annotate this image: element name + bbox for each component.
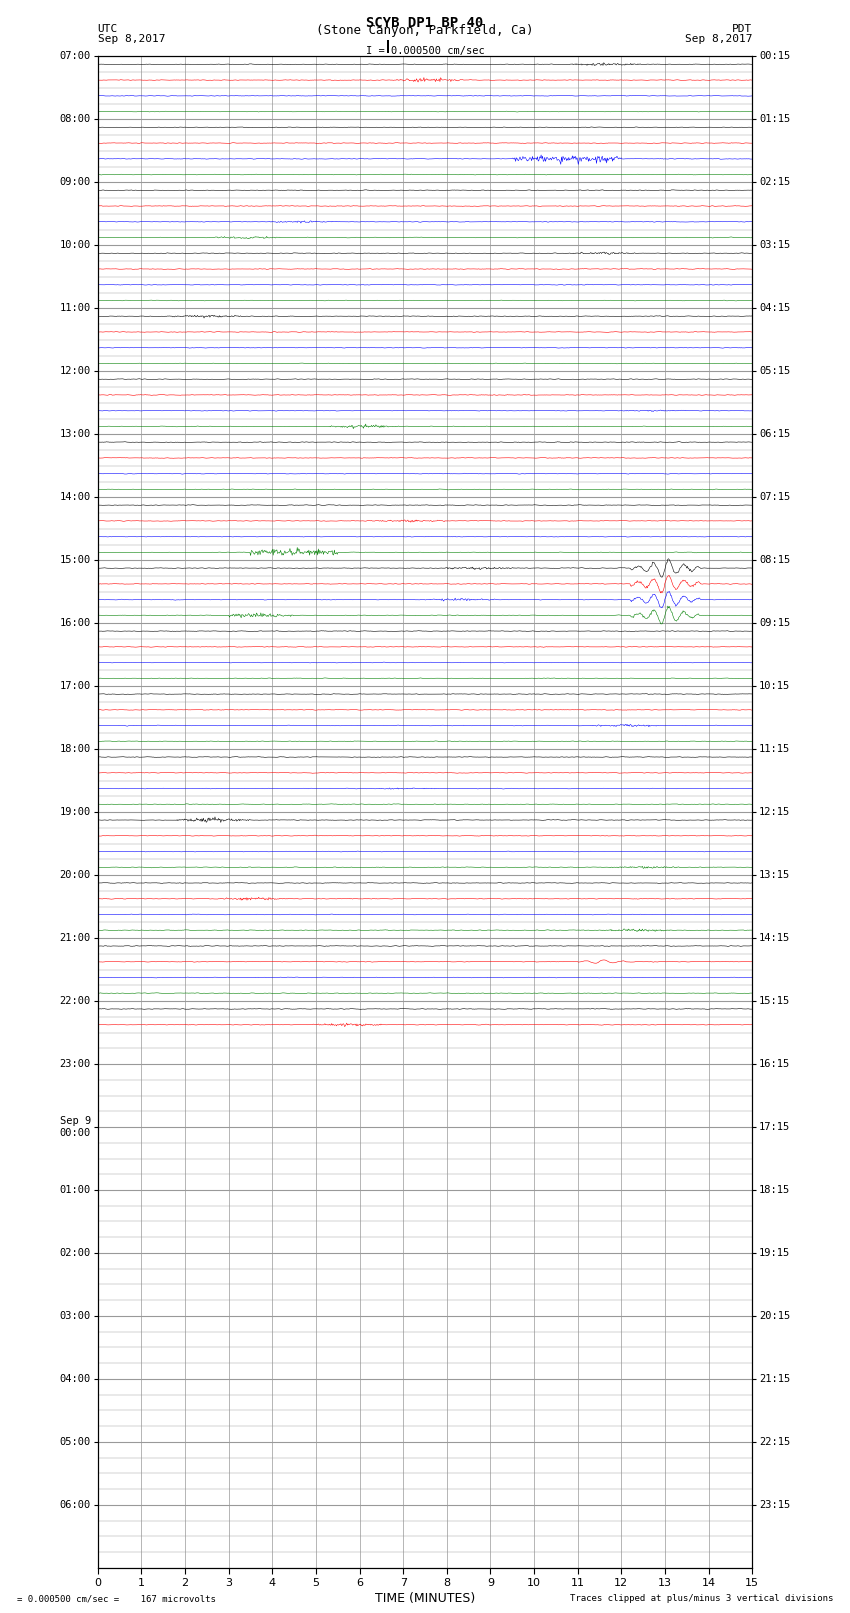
Text: (Stone Canyon, Parkfield, Ca): (Stone Canyon, Parkfield, Ca) xyxy=(316,24,534,37)
Text: Sep 8,2017: Sep 8,2017 xyxy=(98,34,165,44)
Text: UTC: UTC xyxy=(98,24,118,34)
Text: = 0.000500 cm/sec =    167 microvolts: = 0.000500 cm/sec = 167 microvolts xyxy=(17,1594,216,1603)
Text: PDT: PDT xyxy=(732,24,752,34)
Text: Traces clipped at plus/minus 3 vertical divisions: Traces clipped at plus/minus 3 vertical … xyxy=(570,1594,833,1603)
X-axis label: TIME (MINUTES): TIME (MINUTES) xyxy=(375,1592,475,1605)
Text: I = 0.000500 cm/sec: I = 0.000500 cm/sec xyxy=(366,45,484,56)
Text: Sep 8,2017: Sep 8,2017 xyxy=(685,34,752,44)
Text: SCYB DP1 BP 40: SCYB DP1 BP 40 xyxy=(366,16,484,31)
